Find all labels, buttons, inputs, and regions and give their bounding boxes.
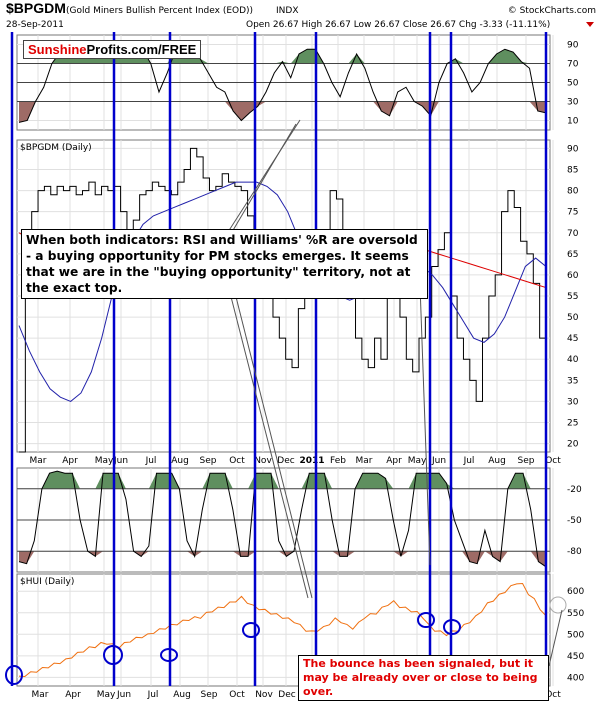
y-tick-label: 90 — [567, 41, 579, 51]
bpgdm-price-line — [19, 147, 547, 453]
x-tick-label-top: Mar — [30, 456, 47, 466]
y-tick-label: -80 — [567, 547, 582, 557]
x-tick-label-bottom: Jun — [116, 690, 131, 700]
signal-circle — [242, 622, 260, 638]
y-tick-label: 50 — [567, 79, 579, 89]
x-tick-label-top: Jun — [113, 456, 128, 466]
y-tick-label: 70 — [567, 229, 579, 239]
x-tick-label-bottom: May — [97, 690, 116, 700]
y-tick-label: 65 — [567, 250, 578, 260]
y-tick-label: 85 — [567, 166, 578, 176]
panel-label-bpgdm: $BPGDM (Daily) — [20, 143, 92, 153]
y-tick-label: 10 — [567, 117, 579, 127]
x-tick-label-top: Oct — [545, 456, 561, 466]
y-tick-label: 35 — [567, 376, 578, 386]
y-tick-label: 30 — [567, 397, 579, 407]
y-tick-label: 75 — [567, 208, 578, 218]
y-tick-label: 90 — [567, 144, 579, 154]
y-tick-label: 40 — [567, 355, 579, 365]
wr-line — [18, 470, 547, 568]
y-tick-label: 450 — [567, 652, 584, 662]
x-tick-label-bottom: Dec — [278, 690, 295, 700]
x-tick-label-bottom: Mar — [32, 690, 49, 700]
signal-circle — [5, 665, 23, 685]
down-arrow-icon — [586, 22, 594, 27]
x-tick-label-top: 2011 — [299, 456, 324, 466]
bounce-note: The bounce has been signaled, but it may… — [298, 655, 549, 701]
x-tick-label-top: Sep — [518, 456, 535, 466]
x-tick-label-top: Jul — [145, 456, 157, 466]
header-copyright: © StockCharts.com — [508, 6, 596, 16]
x-tick-label-top: Dec — [277, 456, 294, 466]
wr-oversold-fill — [19, 551, 546, 567]
y-tick-label: 500 — [567, 630, 584, 640]
y-tick-label: 550 — [567, 609, 584, 619]
panel-label-hui: $HUI (Daily) — [20, 577, 74, 587]
current-circle — [549, 596, 567, 614]
header-symbol: $BPGDM — [6, 0, 66, 16]
y-tick-label: 50 — [567, 313, 579, 323]
y-tick-label: 70 — [567, 60, 579, 70]
y-tick-label: -50 — [567, 516, 582, 526]
y-tick-label: 25 — [567, 418, 578, 428]
x-tick-label-bottom: Apr — [65, 690, 81, 700]
y-tick-label: 80 — [567, 187, 579, 197]
x-tick-label-bottom: Sep — [201, 690, 218, 700]
x-tick-label-bottom: Jul — [147, 690, 159, 700]
x-tick-label-top: May — [95, 456, 114, 466]
y-tick-label: 45 — [567, 334, 578, 344]
x-tick-label-top: Nov — [254, 456, 272, 466]
y-tick-label: 60 — [567, 271, 579, 281]
sunshine-profits-logo[interactable]: SunshineProfits.com/FREE — [23, 40, 202, 59]
y-tick-label: 400 — [567, 673, 584, 683]
callout-box: When both indicators: RSI and Williams' … — [21, 229, 428, 299]
x-tick-label-top: Jun — [431, 456, 446, 466]
y-tick-label: -20 — [567, 485, 582, 495]
x-tick-label-top: Apr — [386, 456, 402, 466]
y-tick-label: 600 — [567, 587, 584, 597]
x-tick-label-bottom: Oct — [545, 690, 561, 700]
x-tick-label-top: Sep — [200, 456, 217, 466]
logo-part-url: Profits.com/FREE — [86, 42, 197, 57]
y-tick-label: 55 — [567, 292, 578, 302]
x-tick-label-bottom: Nov — [255, 690, 273, 700]
note-pointer-line — [548, 609, 563, 667]
x-tick-label-top: Aug — [488, 456, 506, 466]
x-tick-label-top: Jul — [463, 456, 475, 466]
x-tick-label-top: Feb — [330, 456, 346, 466]
signal-circle — [417, 612, 435, 628]
y-tick-label: 30 — [567, 98, 579, 108]
x-tick-label-top: May — [408, 456, 427, 466]
x-tick-label-top: Apr — [62, 456, 78, 466]
bpgdm-ma-short-line — [18, 181, 547, 402]
x-tick-label-bottom: Oct — [229, 690, 245, 700]
x-tick-label-bottom: Aug — [173, 690, 191, 700]
pointer-line — [232, 284, 313, 599]
x-tick-label-top: Oct — [229, 456, 245, 466]
header-name: (Gold Miners Bullish Percent Index (EOD)… — [66, 6, 253, 16]
y-tick-label: 20 — [567, 440, 579, 450]
pointer-line — [227, 119, 301, 233]
x-tick-label-top: Mar — [356, 456, 373, 466]
header-date: 28-Sep-2011 — [6, 20, 64, 30]
header-quote: Open 26.67 High 26.67 Low 26.67 Close 26… — [246, 20, 550, 30]
pointer-line — [227, 284, 309, 599]
header-exchange: INDX — [276, 6, 298, 16]
pointer-line — [419, 284, 431, 566]
logo-part-sunshine: Sunshine — [28, 42, 87, 57]
x-tick-label-top: Aug — [171, 456, 189, 466]
pointer-line — [231, 123, 297, 233]
